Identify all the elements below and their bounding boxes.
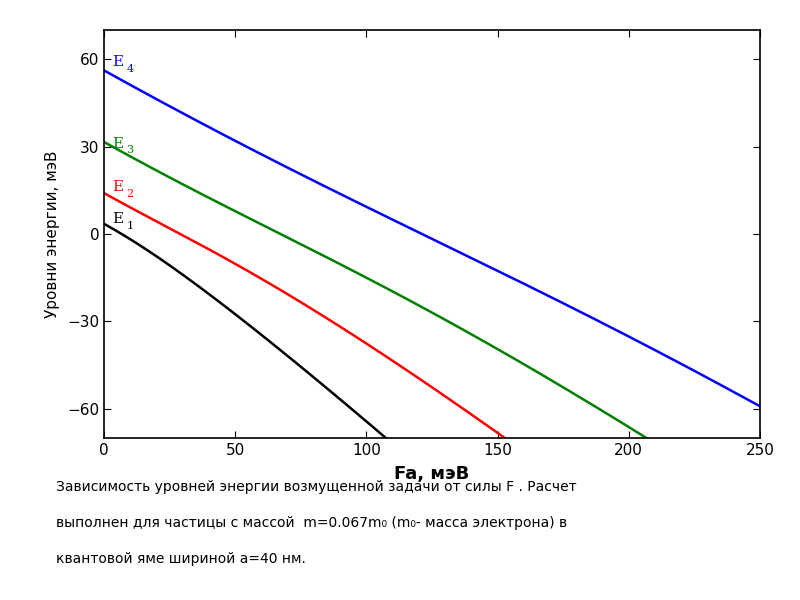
Y-axis label: Уровни энергии, мэВ: Уровни энергии, мэВ — [45, 150, 60, 318]
Text: E: E — [112, 212, 123, 226]
Text: E: E — [112, 181, 123, 194]
Text: 1: 1 — [126, 221, 134, 231]
Text: 2: 2 — [126, 189, 134, 199]
Text: Зависимость уровней энергии возмущенной задачи от силы ​F . Расчет: Зависимость уровней энергии возмущенной … — [56, 480, 577, 494]
Text: 3: 3 — [126, 145, 134, 155]
X-axis label: Fa, мэВ: Fa, мэВ — [394, 465, 470, 483]
Text: 4: 4 — [126, 64, 134, 74]
Text: E: E — [112, 137, 123, 151]
Text: квантовой яме шириной a=40 нм.: квантовой яме шириной a=40 нм. — [56, 552, 306, 566]
Text: E: E — [112, 55, 123, 69]
Text: выполнен для частицы с массой  m=0.067m₀ (m₀- масса электрона) в: выполнен для частицы с массой m=0.067m₀ … — [56, 516, 567, 530]
